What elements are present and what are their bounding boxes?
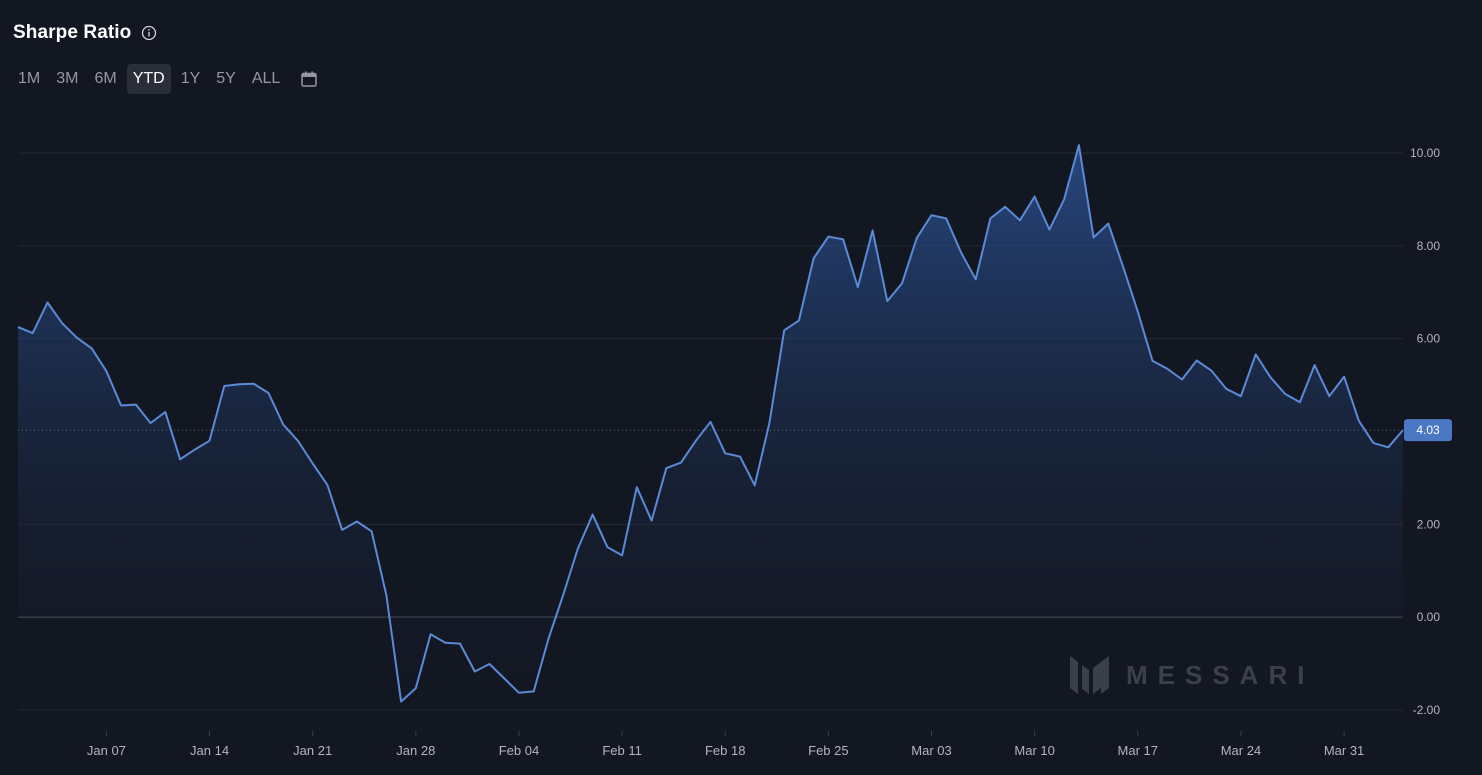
x-tick-label: Feb 11 [602,743,642,758]
x-tick-label: Feb 25 [808,743,848,758]
y-tick-label: 2.00 [1417,517,1441,531]
y-tick-label: 10.00 [1410,146,1440,160]
range-6m-button[interactable]: 6M [94,70,117,87]
x-tick-label: Mar 03 [911,743,951,758]
x-tick-label: Feb 18 [705,743,745,758]
chart-header: Sharpe Ratio [13,22,157,44]
range-1m-button[interactable]: 1M [18,70,41,87]
calendar-icon[interactable] [300,70,318,88]
x-tick-label: Jan 14 [190,743,229,758]
x-tick-label: Mar 10 [1014,743,1054,758]
x-tick-label: Mar 24 [1221,743,1261,758]
x-tick-label: Jan 28 [396,743,435,758]
range-1y-button[interactable]: 1Y [180,70,201,87]
y-tick-label: -2.00 [1413,703,1441,717]
messari-watermark: MESSARI [1070,656,1314,694]
last-value-badge-bg [1404,419,1452,442]
x-tick-label: Feb 04 [499,743,539,758]
x-axis: Jan 07 Jan 14 Jan 21 Jan 28 Feb 04 Feb 11 Feb … [87,731,1364,758]
y-axis: 10.00 8.00 6.00 2.00 0.00 -2.00 [1410,146,1440,717]
x-tick-label: Mar 31 [1324,743,1364,758]
x-tick-label: Jan 21 [293,743,332,758]
range-5y-button[interactable]: 5Y [216,70,236,87]
range-3m-button[interactable]: 3M [56,70,79,87]
y-tick-label: 8.00 [1417,239,1441,253]
series-line [17,144,1404,703]
x-tick-label: Mar 17 [1118,743,1158,758]
page-title: Sharpe Ratio [13,22,132,43]
watermark-text: MESSARI [1126,660,1314,690]
x-tick-label: Jan 07 [87,743,126,758]
y-tick-label: 0.00 [1417,610,1441,624]
range-ytd-button[interactable]: YTD [126,64,171,94]
info-icon[interactable] [141,25,157,41]
last-value-badge: 4.03 [1404,419,1452,442]
range-all-button[interactable]: ALL [251,70,281,87]
y-tick-label: 6.00 [1417,332,1441,346]
messari-logo-icon [1070,656,1109,694]
last-value-label: 4.03 [1416,423,1440,437]
time-range-selector: 1M 3M 6M YTD 1Y 5Y ALL [12,64,318,94]
